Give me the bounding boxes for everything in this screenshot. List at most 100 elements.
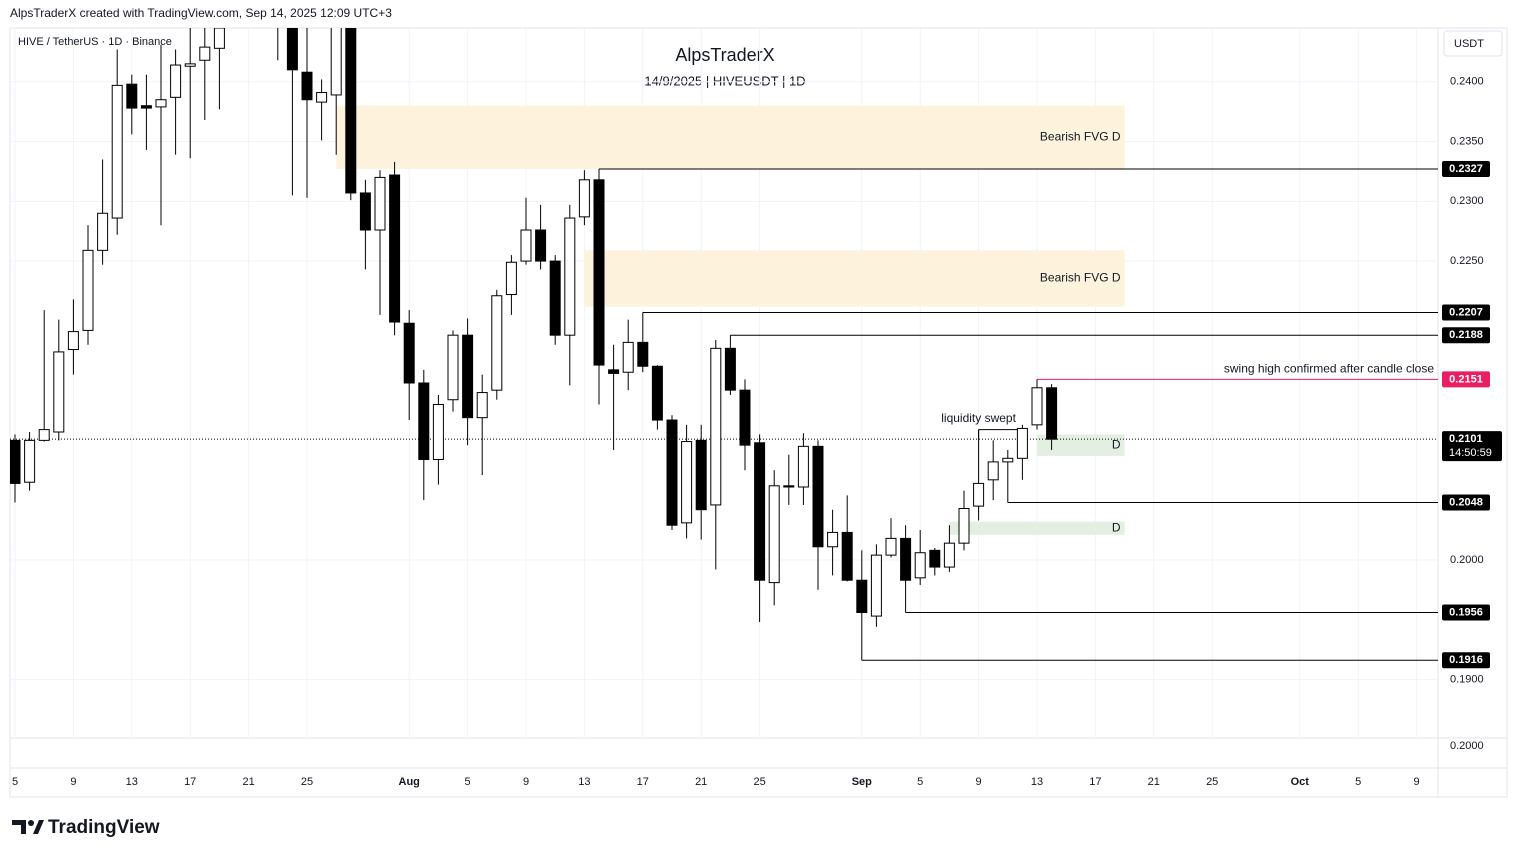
x-tick-label: 5: [1355, 776, 1361, 788]
candle-body: [724, 347, 736, 391]
candle-body: [900, 537, 912, 581]
y-tick-label: 0.1900: [1450, 673, 1484, 685]
currency-button[interactable]: [1443, 30, 1503, 57]
candle-body: [695, 439, 707, 511]
y-tick-label: 0.2000: [1450, 554, 1484, 566]
fvg-zone: [949, 521, 1125, 535]
candle-body: [491, 295, 503, 391]
x-tick-label: 21: [242, 776, 254, 788]
brand-name[interactable]: TradingView: [48, 817, 160, 838]
brand-logo[interactable]: TradingView: [12, 817, 160, 838]
price-label-box: [1442, 304, 1490, 321]
chart-subtitle: 14/9/2025 | HIVEUSDT | 1D: [644, 73, 805, 88]
candle-body: [987, 461, 999, 481]
candle-body: [345, 28, 357, 194]
candle-body: [856, 579, 868, 613]
candle-body: [374, 176, 386, 231]
logo-mark: [12, 820, 26, 834]
currency-label[interactable]: USDT: [1454, 38, 1484, 50]
candle-body: [739, 389, 751, 446]
x-tick-label: 21: [1148, 776, 1160, 788]
price-label-box: [1442, 494, 1490, 511]
candle-body: [53, 351, 65, 433]
candle-body: [958, 508, 970, 544]
candle-body: [447, 334, 459, 401]
lower-pane-label: 0.2000: [1450, 740, 1484, 752]
candle-body: [505, 261, 517, 296]
candle-body: [797, 445, 809, 488]
fvg-zone: [1037, 434, 1125, 456]
candle-body: [418, 382, 430, 460]
price-label: 0.2207: [1449, 306, 1483, 318]
price-label-box: [1442, 327, 1490, 344]
x-tick-label: 21: [695, 776, 707, 788]
candle-body: [651, 365, 663, 421]
x-tick-label: 25: [301, 776, 313, 788]
current-price-label: 0.2101: [1449, 433, 1483, 445]
candle-body: [301, 71, 313, 101]
y-tick-label: 0.2350: [1450, 135, 1484, 147]
candle-body: [1046, 387, 1058, 440]
candle-body: [549, 260, 561, 336]
candle-body: [1002, 457, 1014, 463]
price-label: 0.1956: [1449, 606, 1483, 618]
x-tick-label: 25: [1206, 776, 1218, 788]
x-tick-label: 13: [1031, 776, 1043, 788]
candle-body: [213, 28, 225, 49]
price-label: 0.1916: [1449, 654, 1483, 666]
candle-body: [943, 542, 955, 568]
price-label-box: [1442, 652, 1490, 669]
current-price-box: [1442, 431, 1502, 462]
candle-body: [768, 485, 780, 584]
candle-body: [316, 92, 328, 103]
candle-body: [462, 334, 474, 419]
candle-body: [973, 482, 985, 507]
candle-body: [38, 429, 50, 441]
candle-body: [637, 341, 649, 367]
candle-body: [82, 249, 94, 331]
y-tick-label: 0.2400: [1450, 76, 1484, 88]
symbol-label: HIVE / TetherUS · 1D · Binance: [18, 36, 172, 48]
candle-body: [622, 341, 634, 373]
x-tick-label: 9: [976, 776, 982, 788]
zone-label: D: [1112, 437, 1121, 451]
fvg-zone: [336, 105, 1125, 170]
annotation-text: liquidity swept: [941, 411, 1016, 425]
fvg-zone: [584, 250, 1125, 307]
price-label: 0.2188: [1449, 329, 1483, 341]
x-tick-label: 17: [637, 776, 649, 788]
price-label: 0.2151: [1449, 373, 1483, 385]
attribution: AlpsTraderX created with TradingView.com…: [10, 6, 392, 20]
candle-body: [476, 392, 488, 419]
candle-body: [578, 179, 590, 218]
candle-body: [593, 179, 605, 366]
candle-body: [1016, 427, 1028, 459]
candle-body: [330, 28, 342, 96]
x-tick-label: Aug: [399, 776, 420, 788]
candle-body: [126, 83, 138, 109]
x-tick-label: 9: [523, 776, 529, 788]
price-label: 0.2327: [1449, 163, 1483, 175]
x-tick-label: 9: [1414, 776, 1420, 788]
candle-body: [286, 28, 298, 71]
candle-body: [155, 99, 167, 108]
x-tick-label: 13: [578, 776, 590, 788]
candle-body: [432, 404, 444, 460]
chart-title: AlpsTraderX: [675, 45, 774, 65]
candle-body: [10, 439, 21, 484]
level-note: swing high confirmed after candle close: [1224, 362, 1434, 376]
candle-body: [681, 441, 693, 524]
candle-body: [870, 554, 882, 617]
candle-body: [535, 229, 547, 262]
candle-body: [24, 439, 36, 483]
candle-body: [140, 105, 152, 109]
zone-label: Bearish FVG D: [1040, 130, 1121, 144]
y-tick-label: 0.2300: [1450, 195, 1484, 207]
axes: 0.2400 0.2350 0.2300 0.2250 0.2000 0.1900 5 9 13…: [12, 76, 1502, 788]
candle-body: [885, 537, 897, 556]
y-tick-label: 0.2250: [1450, 255, 1484, 267]
candle-body: [170, 64, 182, 98]
candle-body: [564, 217, 576, 336]
x-tick-label: 9: [70, 776, 76, 788]
price-label-box: [1442, 371, 1490, 388]
